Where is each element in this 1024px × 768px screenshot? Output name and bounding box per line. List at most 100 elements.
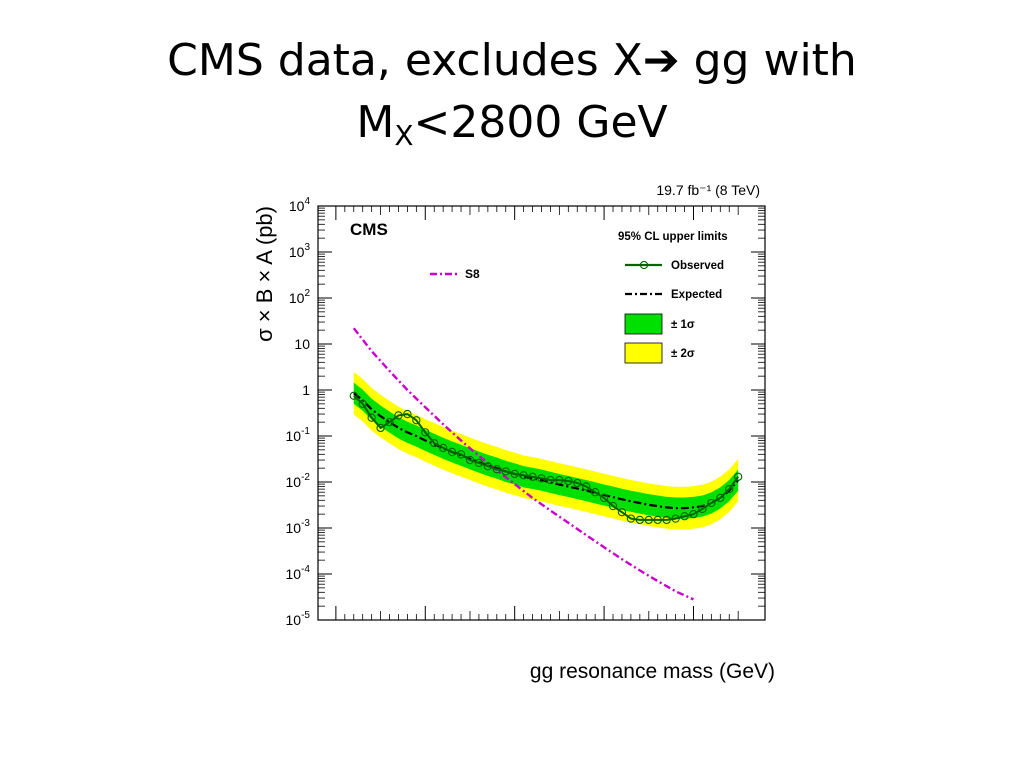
- observed-point: [349, 391, 358, 400]
- arrow-icon: ➔: [642, 35, 680, 86]
- observed-point: [626, 514, 636, 523]
- observed-point: [412, 416, 421, 425]
- observed-point: [430, 438, 439, 448]
- observed-point: [734, 472, 743, 481]
- title-text-1: CMS data, excludes X: [167, 35, 643, 86]
- y-tick-base: 10: [294, 336, 310, 352]
- observed-point: [707, 498, 716, 508]
- cms-label: CMS: [350, 220, 388, 239]
- y-tick-label: 10-3: [286, 518, 311, 536]
- y-tick-exponent: -1: [301, 426, 310, 437]
- legend-label: Observed: [671, 260, 724, 272]
- observed-point: [582, 482, 591, 491]
- limit-curves: [349, 327, 743, 601]
- y-tick-label: 10: [294, 336, 310, 352]
- band-1sigma: [353, 382, 739, 519]
- observed-point: [653, 515, 662, 525]
- legend-box-swatch: [624, 313, 663, 335]
- observed-point: [537, 474, 546, 483]
- y-tick-label: 10-1: [286, 426, 311, 444]
- y-tick-base: 1: [302, 382, 310, 398]
- observed-point: [528, 472, 537, 481]
- legend-header: 95% CL upper limits: [618, 231, 728, 243]
- title-text-1-end: gg with: [679, 35, 857, 86]
- legend: 95% CL upper limits Observed Expected ± 1σ ±…: [430, 231, 728, 364]
- observed-point: [501, 467, 510, 476]
- observed-point: [492, 465, 501, 474]
- y-tick-exponent: 2: [304, 288, 310, 299]
- observed-point: [403, 409, 412, 419]
- y-tick-label: 102: [289, 288, 311, 306]
- observed-point: [644, 515, 653, 525]
- observed-point: [662, 515, 671, 525]
- slide-title: CMS data, excludes X➔ gg with MX<2800 Ge…: [0, 30, 1024, 167]
- y-tick-label: 103: [289, 242, 311, 260]
- observed-point: [385, 418, 394, 427]
- y-axis-label: σ × B × A (pb): [252, 206, 277, 342]
- observed-point: [635, 515, 644, 525]
- title-line-1: CMS data, excludes X➔ gg with: [0, 30, 1024, 92]
- title-line-2: MX<2800 GeV: [0, 92, 1024, 167]
- y-tick-exponent: -5: [301, 610, 310, 621]
- observed-point: [617, 508, 627, 517]
- observed-point: [510, 469, 519, 479]
- observed-point: [680, 512, 689, 521]
- y-tick-base: 10: [286, 566, 302, 582]
- observed-point: [555, 475, 564, 485]
- observed-point: [564, 476, 573, 486]
- observed-point: [439, 443, 448, 453]
- observed-point: [671, 514, 680, 523]
- y-tick-label: 104: [289, 196, 311, 214]
- y-tick-label: 10-2: [286, 472, 311, 490]
- observed-point: [608, 501, 618, 511]
- uncertainty-bands: [353, 371, 739, 530]
- observed-point: [546, 475, 555, 485]
- y-tick-label: 1: [302, 382, 310, 398]
- legend-label: ± 2σ: [671, 348, 695, 360]
- legend-label: Expected: [671, 289, 722, 301]
- series-expected-line: [353, 392, 740, 510]
- title-text-2-end: <2800 GeV: [413, 97, 668, 148]
- luminosity-label: 19.7 fb⁻¹ (8 TeV): [656, 182, 760, 198]
- observed-point: [367, 413, 376, 422]
- y-tick-exponent: -3: [301, 518, 310, 529]
- legend-box-swatch: [624, 342, 663, 364]
- observed-point: [590, 488, 600, 497]
- observed-point: [421, 428, 430, 437]
- y-tick-label: 10-5: [286, 610, 311, 628]
- legend-s8-label: S8: [465, 267, 480, 281]
- y-tick-base: 10: [289, 244, 305, 260]
- title-subscript: X: [394, 119, 414, 152]
- observed-point: [447, 447, 457, 457]
- legend-observed-marker: [639, 260, 649, 270]
- observed-point: [599, 493, 609, 503]
- observed-point: [483, 462, 493, 471]
- observed-point: [689, 510, 698, 519]
- y-tick-exponent: -4: [301, 564, 310, 575]
- observed-point: [456, 450, 466, 459]
- y-tick-exponent: -2: [301, 472, 310, 483]
- series-observed-line: [353, 394, 740, 521]
- y-tick-exponent: 3: [304, 242, 310, 253]
- y-tick-base: 10: [289, 290, 305, 306]
- title-text-2: M: [356, 97, 395, 148]
- band-2sigma: [353, 371, 739, 530]
- observed-point: [376, 423, 385, 433]
- observed-point: [725, 484, 734, 494]
- observed-point: [394, 411, 403, 420]
- y-tick-base: 10: [286, 474, 302, 490]
- x-axis-label: gg resonance mass (GeV): [530, 660, 775, 683]
- y-tick-exponent: 4: [304, 196, 310, 207]
- y-tick-label: 10-4: [286, 564, 311, 582]
- y-tick-base: 10: [286, 428, 302, 444]
- y-tick-base: 10: [286, 612, 302, 628]
- axis-ticks: [318, 205, 765, 621]
- observed-point: [519, 471, 528, 480]
- observed-point: [474, 458, 484, 468]
- y-tick-base: 10: [286, 520, 302, 536]
- observed-point: [698, 504, 707, 514]
- observed-point: [465, 455, 475, 465]
- series-s8-line: [352, 327, 694, 601]
